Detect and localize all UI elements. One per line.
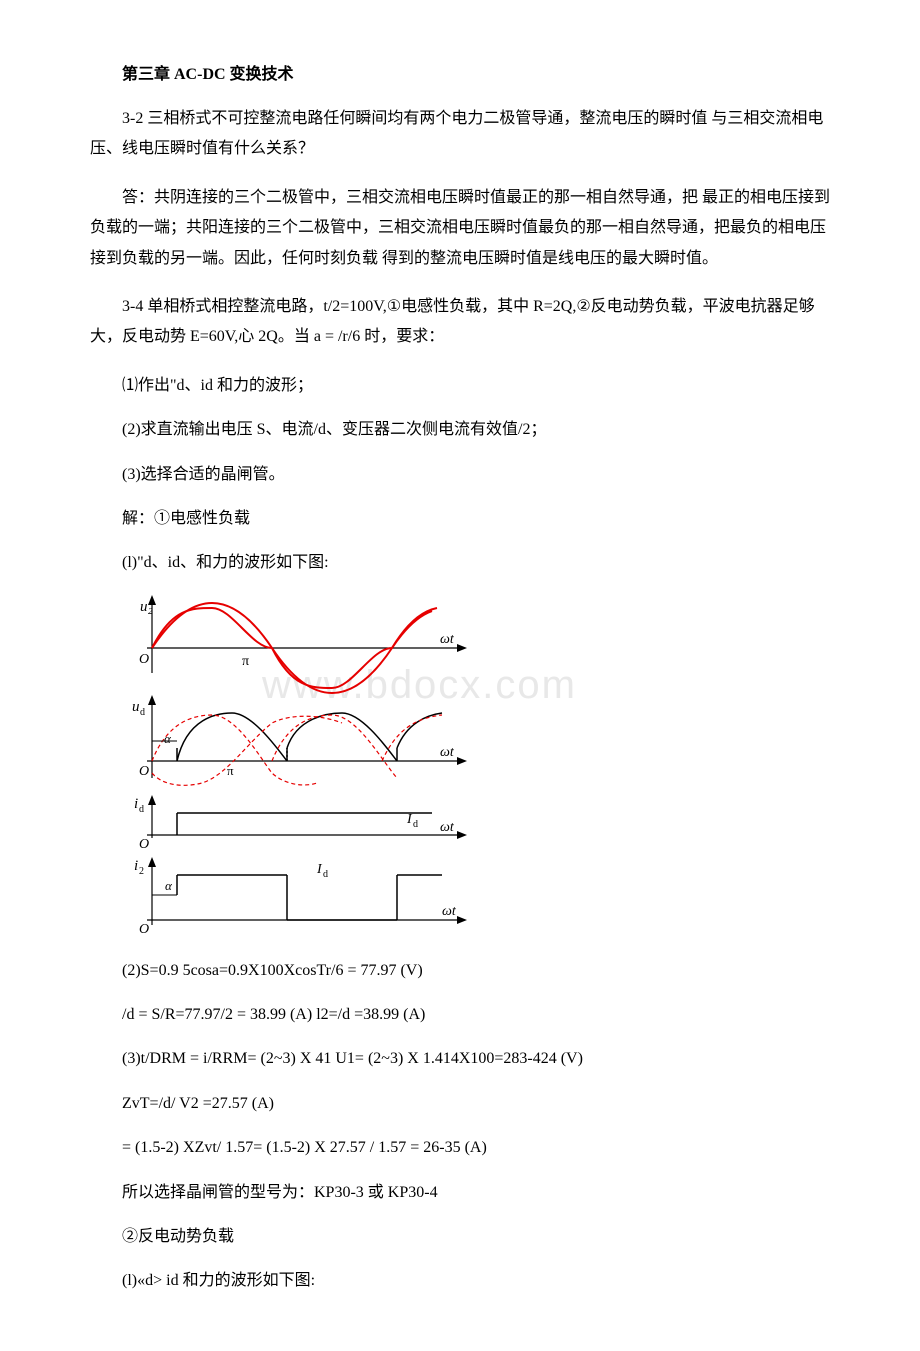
svg-text:d: d — [413, 819, 418, 830]
question-3-4: 3-4 单相桥式相控整流电路，t/2=100V,①电感性负载，其中 R=2Q,②… — [90, 292, 830, 353]
id-plot: i d O I d ωt — [134, 795, 467, 852]
svg-text:I: I — [406, 812, 413, 827]
question-3-2: 3-2 三相桥式不可控整流电路任何瞬间均有两个电力二极管导通，整流电压的瞬时值 … — [90, 104, 830, 165]
req-3: (3)选择合适的晶闸管。 — [90, 460, 830, 490]
waveform-figure: www.bdocx.com u₂ O π ωt u d O α — [122, 593, 830, 938]
svg-text:O: O — [139, 652, 149, 667]
svg-text:O: O — [139, 922, 149, 933]
svg-text:O: O — [139, 837, 149, 852]
svg-text:ωt: ωt — [440, 745, 455, 760]
i2-plot: i 2 O α I d ωt — [134, 857, 467, 933]
svg-text:π: π — [227, 763, 234, 778]
waveform-caption-2: (l)«d> id 和力的波形如下图: — [90, 1266, 830, 1296]
eq-rating: = (1.5-2) XZvt/ 1.57= (1.5-2) X 27.57 / … — [90, 1133, 830, 1163]
svg-text:π: π — [242, 654, 249, 669]
svg-text:ωt: ωt — [440, 820, 455, 835]
svg-text:2: 2 — [139, 866, 144, 877]
svg-text:O: O — [139, 764, 149, 779]
waveform-caption-1: (l)"d、id、和力的波形如下图: — [90, 548, 830, 578]
svg-text:ωt: ωt — [442, 904, 457, 919]
eq-current: /d = S/R=77.97/2 = 38.99 (A) l2=/d =38.9… — [90, 1000, 830, 1030]
svg-text:ωt: ωt — [440, 632, 455, 647]
eq-drm: (3)t/DRM = i/RRM= (2~3) X 41 U1= (2~3) X… — [90, 1044, 830, 1074]
req-2: (2)求直流输出电压 S、电流/d、变压器二次侧电流有效值/2； — [90, 415, 830, 445]
eq-zvt: ZvT=/d/ V2 =27.57 (A) — [90, 1089, 830, 1119]
svg-text:u: u — [132, 699, 140, 715]
eq-voltage: (2)S=0.9 5cosa=0.9X100XcosTr/6 = 77.97 (… — [90, 956, 830, 986]
ud-plot: u d O α π ωt — [132, 695, 467, 785]
svg-text:d: d — [323, 869, 328, 880]
answer-3-2: 答：共阴连接的三个二极管中，三相交流相电压瞬时值最正的那一相自然导通，把 最正的… — [90, 183, 830, 274]
req-1: ⑴作出"d、id 和力的波形； — [90, 371, 830, 401]
waveform-svg: u₂ O π ωt u d O α π ωt — [122, 593, 492, 933]
thyristor-choice: 所以选择晶闸管的型号为：KP30-3 或 KP30-4 — [90, 1178, 830, 1208]
svg-text:d: d — [140, 707, 145, 718]
svg-text:α: α — [165, 878, 173, 893]
svg-text:i: i — [134, 858, 138, 874]
svg-text:i: i — [134, 796, 138, 812]
u2-plot: u₂ O π ωt — [139, 595, 467, 693]
solution-start: 解：①电感性负载 — [90, 504, 830, 534]
case-2-heading: ②反电动势负载 — [90, 1222, 830, 1252]
chapter-heading: 第三章 AC-DC 变换技术 — [90, 60, 830, 84]
svg-text:d: d — [139, 804, 144, 815]
svg-text:I: I — [316, 862, 323, 877]
